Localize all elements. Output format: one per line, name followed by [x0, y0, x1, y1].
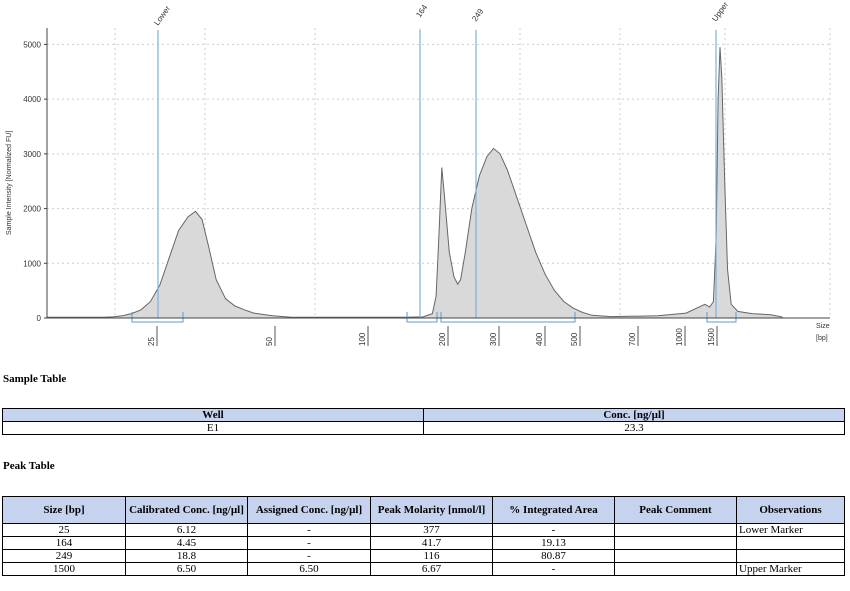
x-tick-label: 200 — [438, 332, 447, 346]
x-tick-label: 400 — [535, 332, 544, 346]
peak-cell — [614, 562, 737, 576]
peak-cell: 6.50 — [247, 562, 371, 576]
x-axis-unit: [bp] — [816, 335, 828, 342]
trace-area — [46, 47, 783, 323]
x-tick-label: 1500 — [707, 328, 716, 346]
peak-cell: - — [247, 549, 371, 563]
sample-table: Well Conc. [ng/µl] E1 23.3 — [2, 408, 845, 435]
peak-cell: 18.8 — [125, 549, 248, 563]
peak-cell — [614, 536, 737, 550]
x-tick-label: 50 — [265, 337, 274, 346]
trace-fill — [46, 47, 783, 319]
peak-header-calibrated: Calibrated Conc. [ng/µl] — [125, 496, 248, 524]
peak-cell: 80.87 — [492, 549, 615, 563]
table-row: 249 18.8 - 116 80.87 — [2, 549, 845, 563]
x-tick-label: 100 — [358, 332, 367, 346]
y-axis-label: Sample Intensity [Normalized FU] — [6, 131, 13, 235]
peak-bracket — [406, 312, 438, 323]
peak-cell: 249 — [2, 549, 126, 563]
y-tick-label: 3000 — [23, 150, 41, 159]
peak-bracket — [440, 312, 576, 323]
peak-header-area: % Integrated Area — [492, 496, 615, 524]
y-ticks: 0 1000 2000 3000 4000 5000 — [23, 40, 47, 323]
table-row: 1500 6.50 6.50 6.67 - Upper Marker — [2, 562, 845, 576]
x-tick-label: 1000 — [675, 328, 684, 346]
marker-label: Lower — [152, 4, 172, 27]
x-tick-label: 25 — [147, 337, 156, 346]
peak-cell — [614, 549, 737, 563]
marker-label: Upper — [710, 0, 730, 23]
marker-label: 249 — [470, 7, 485, 24]
peak-cell: 164 — [2, 536, 126, 550]
peak-header-assigned: Assigned Conc. [ng/µl] — [247, 496, 371, 524]
peak-cell — [736, 536, 845, 550]
sample-table-title: Sample Table — [3, 373, 67, 385]
table-row: E1 23.3 — [2, 421, 845, 435]
peak-cell: 6.50 — [125, 562, 248, 576]
peak-header-observations: Observations — [736, 496, 845, 524]
peak-cell: 4.45 — [125, 536, 248, 550]
peak-header-molarity: Peak Molarity [nmol/l] — [370, 496, 493, 524]
electropherogram-chart: Lower 164 249 Upper 25 50 100 200 300 400 500 700 1… — [6, 0, 831, 346]
marker-label: 164 — [414, 3, 429, 20]
y-tick-label: 1000 — [23, 259, 41, 268]
peak-cell — [736, 549, 845, 563]
sample-cell: 23.3 — [423, 421, 845, 435]
y-tick-label: 4000 — [23, 95, 41, 104]
y-tick-label: 2000 — [23, 205, 41, 214]
table-row: 25 6.12 - 377 - Lower Marker — [2, 523, 845, 537]
peak-header-comment: Peak Comment — [614, 496, 737, 524]
x-axis-label: Size — [816, 323, 830, 330]
peak-cell: 41.7 — [370, 536, 493, 550]
peak-table: Size [bp] Calibrated Conc. [ng/µl] Assig… — [2, 496, 845, 576]
peak-cell: 19.13 — [492, 536, 615, 550]
peak-cell: Lower Marker — [736, 523, 845, 537]
peak-cell: - — [247, 536, 371, 550]
peak-bracket — [706, 312, 737, 323]
peak-cell: 25 — [2, 523, 126, 537]
peak-cell: - — [492, 562, 615, 576]
y-tick-label: 5000 — [23, 40, 41, 49]
peak-cell: 116 — [370, 549, 493, 563]
sample-cell: E1 — [2, 421, 424, 435]
peak-cell: 6.12 — [125, 523, 248, 537]
peak-cell: 1500 — [2, 562, 126, 576]
x-tick-label: 500 — [570, 332, 579, 346]
x-ticks: 25 50 100 200 300 400 500 700 1000 1500 — [147, 326, 718, 346]
peak-cell: - — [492, 523, 615, 537]
table-row: 164 4.45 - 41.7 19.13 — [2, 536, 845, 550]
peak-cell: 6.67 — [370, 562, 493, 576]
sample-header-well: Well — [2, 408, 424, 422]
sample-header-conc: Conc. [ng/µl] — [423, 408, 845, 422]
x-tick-label: 700 — [628, 332, 637, 346]
peak-header-size: Size [bp] — [2, 496, 126, 524]
peak-cell: 377 — [370, 523, 493, 537]
peak-cell — [614, 523, 737, 537]
y-tick-label: 0 — [37, 314, 42, 323]
axes — [46, 28, 830, 319]
peak-bracket — [131, 312, 184, 323]
peak-table-title: Peak Table — [3, 460, 55, 472]
peak-cell: Upper Marker — [736, 562, 845, 576]
x-tick-label: 300 — [489, 332, 498, 346]
peak-cell: - — [247, 523, 371, 537]
